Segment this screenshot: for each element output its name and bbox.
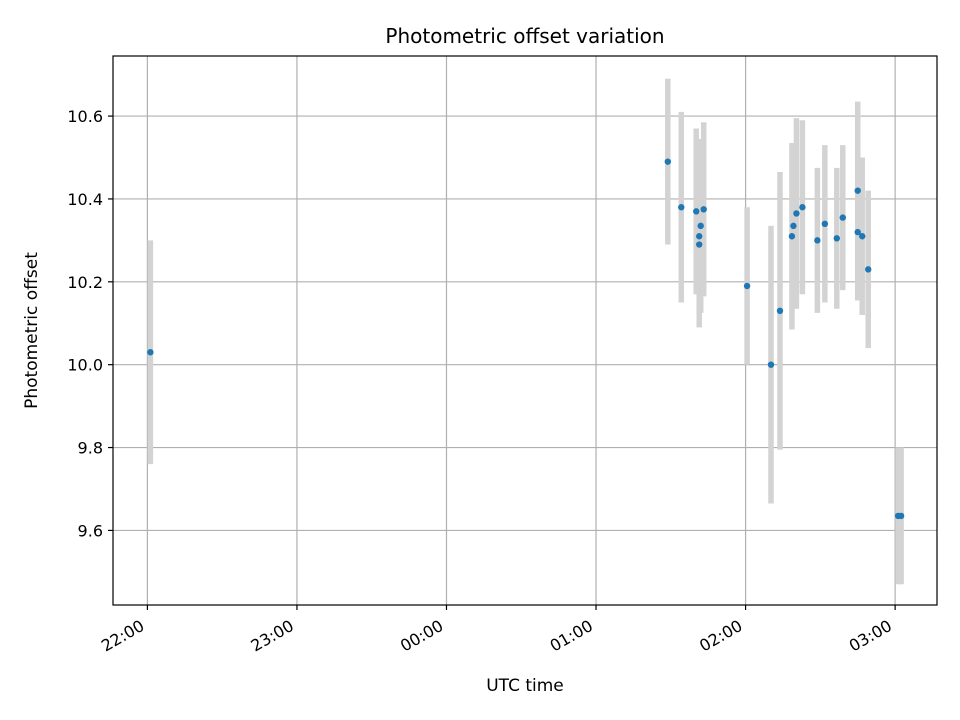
data-point [693,208,700,215]
data-point [799,204,806,211]
data-point [697,222,704,230]
data-point [821,220,829,228]
data-point [790,222,797,230]
y-tick-label: 10.6 [67,107,103,126]
data-point [700,206,707,213]
x-axis-title: UTC time [486,676,564,696]
data-point [147,349,154,356]
y-axis-title: Photometric offset [22,252,42,409]
y-tick-label: 9.6 [78,521,103,540]
data-point [767,361,775,368]
data-point [793,210,800,217]
data-point [776,307,784,315]
data-point [814,237,821,244]
data-point [696,241,703,248]
data-point [678,204,685,211]
data-point [696,233,703,240]
plot-frame [112,55,938,606]
data-point [839,214,846,221]
y-tick-label: 9.8 [78,439,103,458]
data-point [833,235,841,242]
data-point [854,228,861,236]
data-point [865,266,872,273]
y-tick-label: 10.0 [67,356,103,375]
y-tick-label: 10.4 [67,190,103,209]
point-layer [147,158,905,520]
data-point [854,187,861,194]
data-point [859,233,866,240]
data-point [743,282,751,290]
chart-title: Photometric offset variation [385,24,664,48]
data-point [897,512,905,520]
data-point [788,233,796,240]
data-point [664,158,672,165]
y-tick-label: 10.2 [67,273,103,292]
